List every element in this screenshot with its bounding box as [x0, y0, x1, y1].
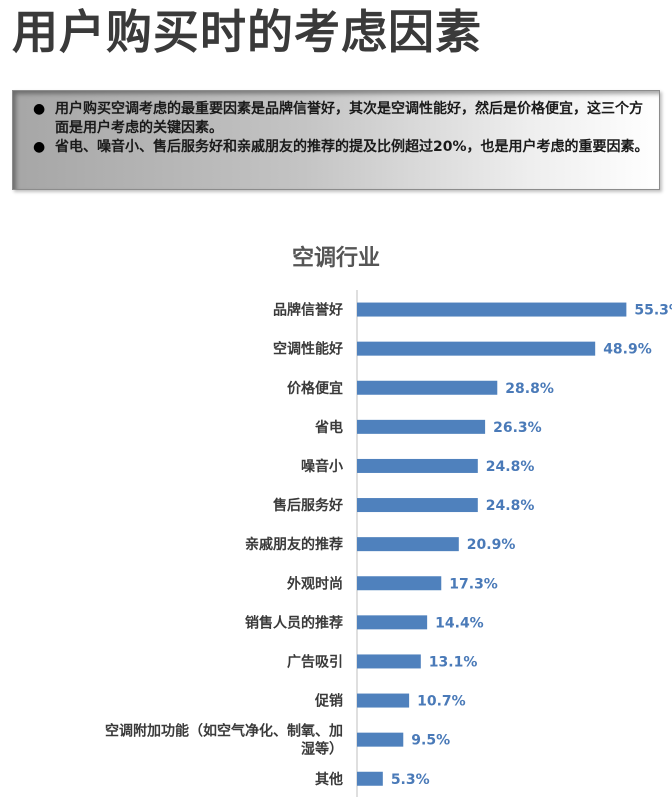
bar [357, 498, 478, 513]
category-label: 亲戚朋友的推荐 [245, 536, 343, 553]
bar [357, 380, 498, 395]
category-label: 价格便宜 [287, 380, 343, 397]
data-label: 20.9% [467, 537, 516, 553]
category-label: 空调附加功能（如空气净化、制氧、加湿等） [105, 723, 343, 758]
data-label: 13.1% [429, 654, 478, 670]
bar [357, 693, 410, 708]
category-label: 广告吸引 [287, 653, 343, 670]
category-label: 外观时尚 [287, 575, 343, 592]
data-label: 24.8% [486, 459, 535, 475]
bar [357, 419, 486, 434]
bullet-dot-icon: ● [33, 101, 46, 117]
summary-box: ● 用户购买空调考虑的最重要因素是品牌信誉好，其次是空调性能好，然后是价格便宜，… [12, 90, 660, 190]
category-label: 售后服务好 [272, 497, 343, 514]
summary-list: ● 用户购买空调考虑的最重要因素是品牌信誉好，其次是空调性能好，然后是价格便宜，… [33, 100, 649, 157]
category-label: 噪音小 [301, 458, 343, 475]
bar [357, 302, 627, 317]
category-label: 品牌信誉好 [273, 302, 343, 319]
data-label: 10.7% [417, 694, 466, 710]
data-label: 28.8% [505, 381, 554, 397]
page-title: 用户购买时的考虑因素 [12, 5, 482, 59]
data-label: 5.3% [391, 772, 430, 788]
bar [357, 576, 442, 591]
category-label: 销售人员的推荐 [245, 614, 343, 631]
bar [357, 654, 421, 669]
category-label: 其他 [315, 771, 343, 788]
bar [357, 732, 404, 747]
summary-bullet: ● 省电、噪音小、售后服务好和亲戚朋友的推荐的提及比例超过20%，也是用户考虑的… [33, 138, 649, 157]
bar [357, 537, 459, 552]
category-label: 空调性能好 [273, 341, 343, 358]
data-label: 55.3% [634, 303, 672, 319]
bar [357, 771, 383, 786]
data-label: 48.9% [603, 342, 652, 358]
data-label: 14.4% [435, 615, 484, 631]
category-label: 省电 [314, 419, 343, 436]
data-label: 26.3% [493, 420, 542, 436]
bar [357, 615, 428, 630]
category-label: 促销 [314, 693, 343, 710]
summary-bullet: ● 用户购买空调考虑的最重要因素是品牌信誉好，其次是空调性能好，然后是价格便宜，… [33, 100, 649, 138]
data-label: 9.5% [411, 733, 450, 749]
data-label: 17.3% [449, 576, 498, 592]
bar [357, 458, 478, 473]
bullet-dot-icon: ● [33, 139, 46, 155]
summary-bullet-text: 省电、噪音小、售后服务好和亲戚朋友的推荐的提及比例超过20%，也是用户考虑的重要… [55, 139, 649, 155]
summary-bullet-text: 用户购买空调考虑的最重要因素是品牌信誉好，其次是空调性能好，然后是价格便宜，这三… [55, 101, 643, 136]
bar [357, 341, 596, 356]
chart-title: 空调行业 [291, 246, 380, 271]
data-label: 24.8% [486, 498, 535, 514]
